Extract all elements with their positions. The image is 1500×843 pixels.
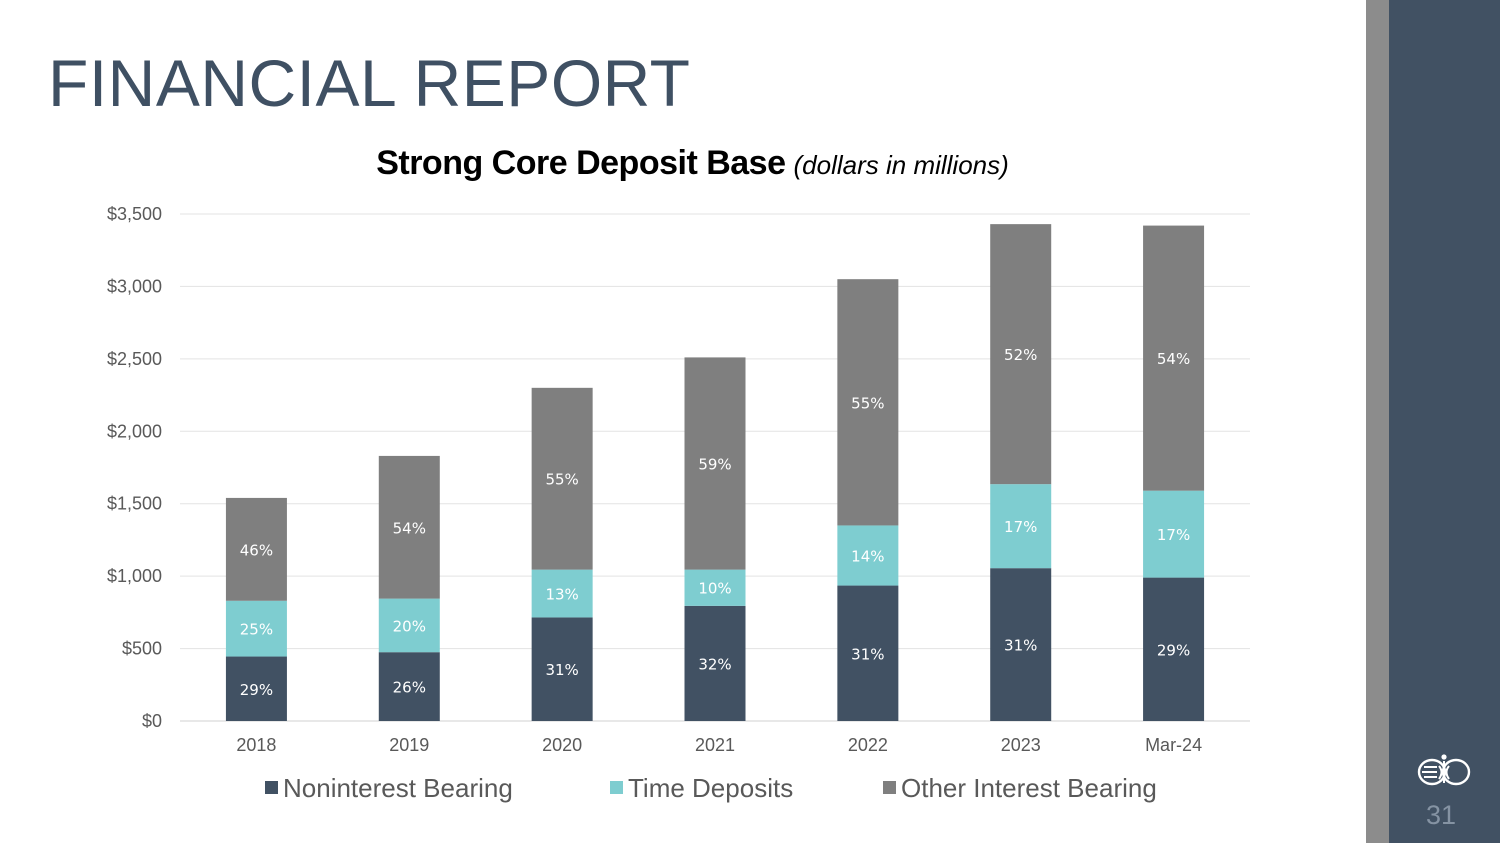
data-label: 29% <box>240 681 273 699</box>
bar-segment <box>1143 577 1205 721</box>
bar-segment <box>990 568 1052 721</box>
data-label: 54% <box>1157 350 1190 368</box>
data-label: 55% <box>851 394 884 412</box>
data-label: 29% <box>1157 641 1190 659</box>
page-title: FINANCIAL REPORT <box>48 46 691 120</box>
y-tick-label: $3,500 <box>107 204 162 224</box>
page-number: 31 <box>1425 800 1457 830</box>
data-label: 55% <box>545 471 578 489</box>
legend-swatch <box>265 781 278 794</box>
bar-segment <box>225 656 287 721</box>
bar-segment <box>378 652 440 721</box>
x-tick-label: 2020 <box>542 735 582 755</box>
x-tick-label: 2018 <box>236 735 276 755</box>
company-logo-icon <box>1417 754 1471 786</box>
data-label: 17% <box>1157 526 1190 544</box>
legend-label: Noninterest Bearing <box>283 773 513 803</box>
side-bar-navy <box>1389 0 1500 843</box>
data-label: 25% <box>240 621 273 639</box>
y-tick-label: $0 <box>142 711 162 731</box>
bar-segment <box>531 387 593 570</box>
x-tick-label: 2023 <box>1001 735 1041 755</box>
legend-swatch <box>610 781 623 794</box>
data-label: 31% <box>851 645 884 663</box>
legend-label: Other Interest Bearing <box>901 773 1157 803</box>
side-bar-grey <box>1366 0 1389 843</box>
x-tick-label: Mar-24 <box>1145 735 1202 755</box>
x-tick-label: 2021 <box>695 735 735 755</box>
x-tick-label: 2022 <box>848 735 888 755</box>
y-tick-label: $1,500 <box>107 494 162 514</box>
chart-title-main: Strong Core Deposit Base <box>376 144 786 182</box>
data-label: 31% <box>545 661 578 679</box>
data-label: 46% <box>240 541 273 559</box>
bar-segment <box>531 569 593 618</box>
bar-segment <box>837 525 899 586</box>
data-label: 31% <box>1004 637 1037 655</box>
bar-segment <box>1143 490 1205 578</box>
data-label: 20% <box>393 617 426 635</box>
legend-swatch <box>883 781 896 794</box>
bar-segment <box>1143 225 1205 491</box>
data-label: 54% <box>393 519 426 537</box>
bar-segment <box>990 484 1052 569</box>
bar-segment <box>684 569 746 606</box>
data-label: 17% <box>1004 518 1037 536</box>
y-tick-label: $2,500 <box>107 349 162 369</box>
bar-segment <box>225 600 287 657</box>
y-tick-label: $500 <box>122 639 162 659</box>
data-label: 52% <box>1004 346 1037 364</box>
legend-label: Time Deposits <box>628 773 793 803</box>
stacked-bar-chart: $0 $500 $1,000 $1,500 $2,000 $2,500 $3,000 $3,5… <box>107 204 1250 803</box>
bar-segment <box>378 455 440 599</box>
bar-segment <box>837 279 899 526</box>
y-tick-label: $3,000 <box>107 276 162 296</box>
chart-subtitle: (dollars in millions) <box>793 150 1009 180</box>
data-label: 59% <box>698 456 731 474</box>
data-label: 10% <box>698 580 731 598</box>
bar-segment <box>378 598 440 653</box>
bar-segment <box>837 585 899 721</box>
data-label: 13% <box>545 586 578 604</box>
bar-segment <box>531 617 593 721</box>
data-label: 32% <box>698 655 731 673</box>
x-tick-label: 2019 <box>389 735 429 755</box>
bar-segment <box>990 224 1052 485</box>
bar-segment <box>684 605 746 721</box>
y-tick-label: $2,000 <box>107 421 162 441</box>
y-tick-label: $1,000 <box>107 566 162 586</box>
bar-segment <box>225 497 287 601</box>
data-label: 14% <box>851 548 884 566</box>
chart-title: Strong Core Deposit Base (dollars in mill… <box>0 144 1385 183</box>
bar-segment <box>684 357 746 570</box>
data-label: 26% <box>393 679 426 697</box>
